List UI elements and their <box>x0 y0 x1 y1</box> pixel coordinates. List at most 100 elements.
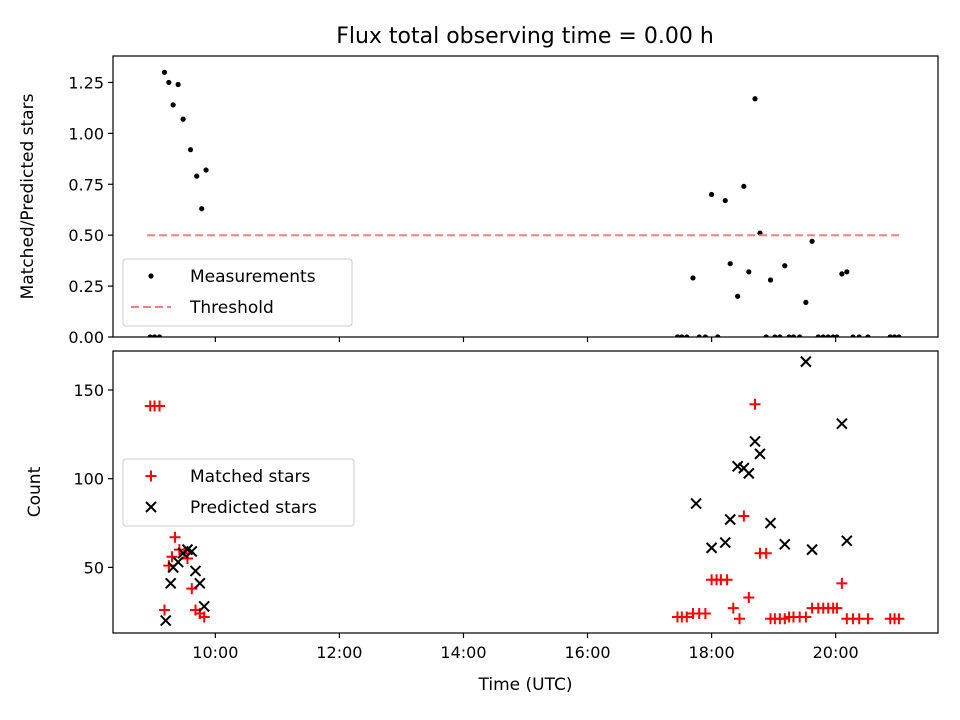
measurements-point <box>722 197 728 204</box>
ratio-plot-area <box>147 69 902 337</box>
measurements-point <box>786 334 792 337</box>
y-tick-label: 150 <box>73 381 104 400</box>
matched-stars-point <box>743 592 755 604</box>
matched-stars-point <box>158 604 170 616</box>
measurements-point <box>777 334 783 337</box>
matched-stars-point <box>169 531 181 543</box>
measurements-point <box>825 334 831 337</box>
predicted-stars-point <box>186 545 198 558</box>
measurements-point <box>844 269 850 275</box>
legend-threshold-label: Threshold <box>189 298 274 318</box>
measurements-point <box>151 334 158 337</box>
measurements-point <box>815 334 821 337</box>
measurements-point <box>887 334 893 337</box>
predicted-stars-point <box>194 577 206 590</box>
ratio-legend: Measurements Threshold <box>122 258 353 327</box>
predicted-stars-point <box>779 538 791 551</box>
matched-stars-point <box>681 611 693 623</box>
measurements-point <box>156 334 163 337</box>
measurements-point <box>690 275 696 281</box>
measurements-point <box>175 81 181 88</box>
x-tick-label: 14:00 <box>440 643 486 662</box>
measurements-point <box>782 263 788 269</box>
predicted-stars-point <box>198 600 210 613</box>
matched-stars-point <box>198 611 210 623</box>
predicted-stars-point <box>749 435 761 448</box>
measurements-point <box>767 277 774 283</box>
ratio-axes-frame <box>112 55 939 338</box>
matched-stars-point <box>154 400 166 412</box>
count-y-ticks: 50 100 150 <box>73 381 113 577</box>
measurements-point <box>166 79 172 86</box>
measurements-point <box>674 334 681 337</box>
count-x-axis-label: Time (UTC) <box>478 675 573 695</box>
measurements-point <box>803 299 809 305</box>
y-tick-label: 1.00 <box>68 124 104 143</box>
measurements-point <box>199 206 205 212</box>
predicted-stars-point <box>800 355 812 368</box>
matched-stars-point <box>699 607 711 619</box>
measurements-point <box>702 334 708 337</box>
predicted-stars-point <box>160 614 172 627</box>
legend-matched-stars-label: Matched stars <box>190 467 310 487</box>
ratio-y-axis-label: Matched/Predicted stars <box>18 93 38 299</box>
series-predicted-stars <box>160 355 853 627</box>
predicted-stars-point <box>836 418 848 430</box>
legend-measurements-label: Measurements <box>190 267 316 287</box>
count-plot-area <box>144 355 905 627</box>
legend-measurements-symbol <box>148 273 154 279</box>
measurements-point <box>715 334 721 337</box>
measurements-point <box>772 334 778 337</box>
x-tick-label: 16:00 <box>564 643 610 662</box>
y-tick-label: 0.00 <box>68 328 104 347</box>
legend-matched-stars-symbol <box>145 470 157 482</box>
measurements-point <box>147 334 153 337</box>
x-tick-label: 20:00 <box>813 643 859 662</box>
measurements-point <box>820 334 826 337</box>
measurements-point <box>865 334 871 337</box>
predicted-stars-point <box>754 448 766 460</box>
x-tick-label: 12:00 <box>316 643 362 662</box>
y-tick-label: 0.75 <box>68 175 104 194</box>
matched-stars-point <box>738 510 750 522</box>
matched-stars-point <box>862 613 874 625</box>
measurements-point <box>856 334 862 337</box>
measurements-point <box>679 334 685 337</box>
predicted-stars-point <box>719 536 731 549</box>
measurements-point <box>746 269 752 275</box>
predicted-stars-point <box>705 542 718 554</box>
measurements-point <box>170 102 176 108</box>
measurements-point <box>727 261 733 267</box>
legend-predicted-stars-symbol <box>145 501 157 513</box>
measurements-point <box>741 183 747 189</box>
predicted-stars-point <box>806 543 818 556</box>
matched-stars-point <box>734 613 746 625</box>
legend-predicted-stars-label: Predicted stars <box>190 498 317 518</box>
measurements-point <box>187 147 194 153</box>
measurements-point <box>194 173 200 179</box>
count-y-axis-label: Count <box>25 466 45 517</box>
legend-box <box>122 258 353 327</box>
matched-stars-point <box>166 551 178 563</box>
measurements-point <box>708 191 715 198</box>
y-tick-label: 50 <box>84 558 104 577</box>
series-matched-stars <box>144 398 905 625</box>
measurements-point <box>735 293 741 299</box>
predicted-stars-point <box>841 535 853 547</box>
measurements-point <box>797 334 803 337</box>
matched-stars-point <box>721 574 733 586</box>
measurements-point <box>684 334 690 337</box>
count-legend: Matched stars Predicted stars <box>122 458 355 527</box>
predicted-stars-point <box>764 517 777 529</box>
matched-stars-point <box>749 398 761 410</box>
figure-title: Flux total observing time = 0.00 h <box>336 24 714 49</box>
measurements-point <box>790 334 797 337</box>
measurements-point <box>896 334 902 337</box>
predicted-stars-point <box>743 467 755 480</box>
count-panel: 10:00 12:00 14:00 16:00 18:00 20:00 50100150 … <box>25 350 939 695</box>
matched-stars-point <box>760 547 772 559</box>
matched-stars-point <box>831 602 843 614</box>
ratio-x-ticks <box>214 337 837 342</box>
y-tick-label: 1.25 <box>68 73 104 92</box>
